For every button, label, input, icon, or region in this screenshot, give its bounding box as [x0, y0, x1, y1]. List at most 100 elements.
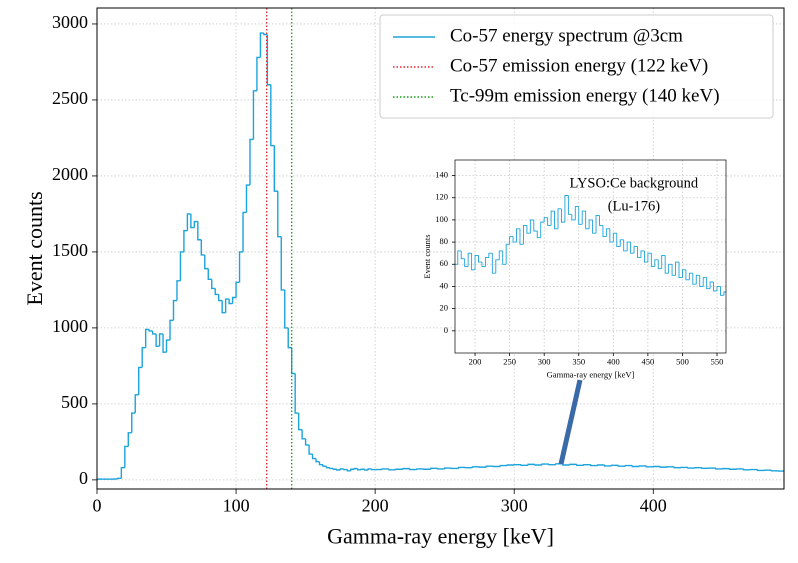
histogram-step	[183, 229, 188, 252]
histogram-step	[165, 339, 171, 353]
x-tick-label: 500	[676, 356, 689, 366]
histogram-step	[367, 468, 372, 471]
histogram-step	[550, 210, 555, 226]
x-tick-label: 350	[572, 356, 585, 366]
histogram-step	[277, 191, 282, 238]
x-tick-label: 200	[362, 496, 389, 516]
inset-background	[455, 160, 726, 353]
x-tick-label: 250	[503, 356, 516, 366]
histogram-step	[370, 468, 376, 471]
histogram-step	[284, 289, 289, 329]
histogram-step	[481, 262, 486, 267]
histogram-step	[148, 329, 153, 332]
histogram-step	[571, 214, 576, 221]
y-tick-label: 40	[440, 280, 449, 290]
y-tick-label: 80	[440, 236, 449, 246]
histogram-step	[266, 34, 271, 86]
histogram-step	[727, 292, 730, 300]
histogram-step	[543, 217, 548, 223]
annotation: (Lu-176)	[608, 198, 661, 214]
histogram-step	[443, 467, 452, 469]
legend-box	[379, 14, 774, 119]
x-axis-label: Gamma-ray energy [keV]	[547, 370, 635, 380]
histogram-step	[522, 224, 527, 245]
histogram-step	[360, 468, 365, 470]
plot-frame	[454, 159, 727, 354]
histogram-step	[668, 263, 673, 274]
histogram-step	[471, 466, 480, 468]
histogram-step	[554, 211, 559, 230]
histogram-step	[534, 464, 543, 466]
histogram-step	[770, 470, 779, 472]
histogram-step	[457, 466, 466, 469]
histogram-step	[654, 259, 659, 267]
histogram-step	[713, 282, 718, 292]
histogram-step	[567, 195, 572, 215]
histogram-step	[297, 413, 303, 431]
histogram-step	[588, 219, 593, 229]
legend-label: Tc-99m emission energy (140 keV)	[450, 85, 720, 106]
y-tick-label: 20	[440, 303, 449, 313]
histogram-step	[715, 468, 723, 470]
histogram-step	[270, 84, 275, 147]
histogram-step	[561, 208, 565, 223]
histogram-step	[499, 464, 508, 467]
histogram-step	[144, 328, 150, 348]
histogram-step	[402, 467, 410, 470]
inset-pointer	[558, 379, 583, 465]
histogram-step	[681, 269, 686, 278]
histogram-step	[315, 458, 320, 463]
histogram-step	[381, 468, 390, 470]
histogram-step	[533, 219, 538, 232]
histogram-step	[498, 250, 503, 260]
histogram-step	[664, 255, 669, 274]
histogram-step	[709, 281, 714, 289]
y-tick-label: 1500	[52, 240, 88, 260]
histogram-step	[273, 145, 278, 192]
x-tick-label: 400	[607, 356, 620, 366]
histogram-step	[117, 477, 122, 480]
histogram-step	[650, 253, 655, 267]
histogram-step	[339, 468, 344, 471]
histogram-step	[457, 250, 462, 265]
histogram-step	[350, 468, 355, 471]
histogram-step	[437, 468, 445, 470]
histogram-step	[207, 268, 212, 280]
histogram-step	[564, 195, 569, 223]
histogram-step	[228, 299, 233, 305]
histogram-step	[675, 261, 679, 276]
histogram-step	[702, 277, 707, 287]
histogram-step	[308, 444, 313, 455]
histogram-step	[742, 468, 751, 471]
y-tick-label: 500	[61, 392, 88, 412]
histogram-step	[204, 254, 209, 270]
x-tick-label: 100	[223, 496, 250, 516]
histogram-step	[197, 221, 202, 241]
y-tick-label: 1000	[52, 316, 88, 336]
histogram-step	[756, 469, 765, 472]
x-axis-label: Gamma-ray energy [keV]	[327, 524, 554, 549]
histogram-step	[633, 246, 638, 254]
histogram-step	[716, 285, 721, 291]
histogram-step	[124, 445, 129, 468]
histogram-step	[673, 466, 682, 469]
histogram-step	[162, 333, 167, 353]
histogram-step	[318, 461, 323, 466]
histogram-step	[127, 432, 132, 447]
histogram-step	[353, 467, 358, 470]
histogram-step	[231, 296, 237, 304]
histogram-step	[249, 138, 254, 186]
histogram-step	[214, 288, 219, 296]
histogram-step	[699, 275, 704, 287]
histogram-step	[217, 294, 223, 302]
histogram-step	[280, 236, 285, 291]
histogram-step	[617, 465, 626, 467]
histogram-step	[527, 463, 536, 466]
histogram-step	[120, 467, 125, 479]
y-axis-label: Event counts	[22, 191, 47, 305]
histogram-step	[638, 465, 647, 467]
histogram-step	[332, 468, 337, 470]
histogram-step	[464, 258, 469, 267]
histogram-step	[455, 263, 458, 265]
